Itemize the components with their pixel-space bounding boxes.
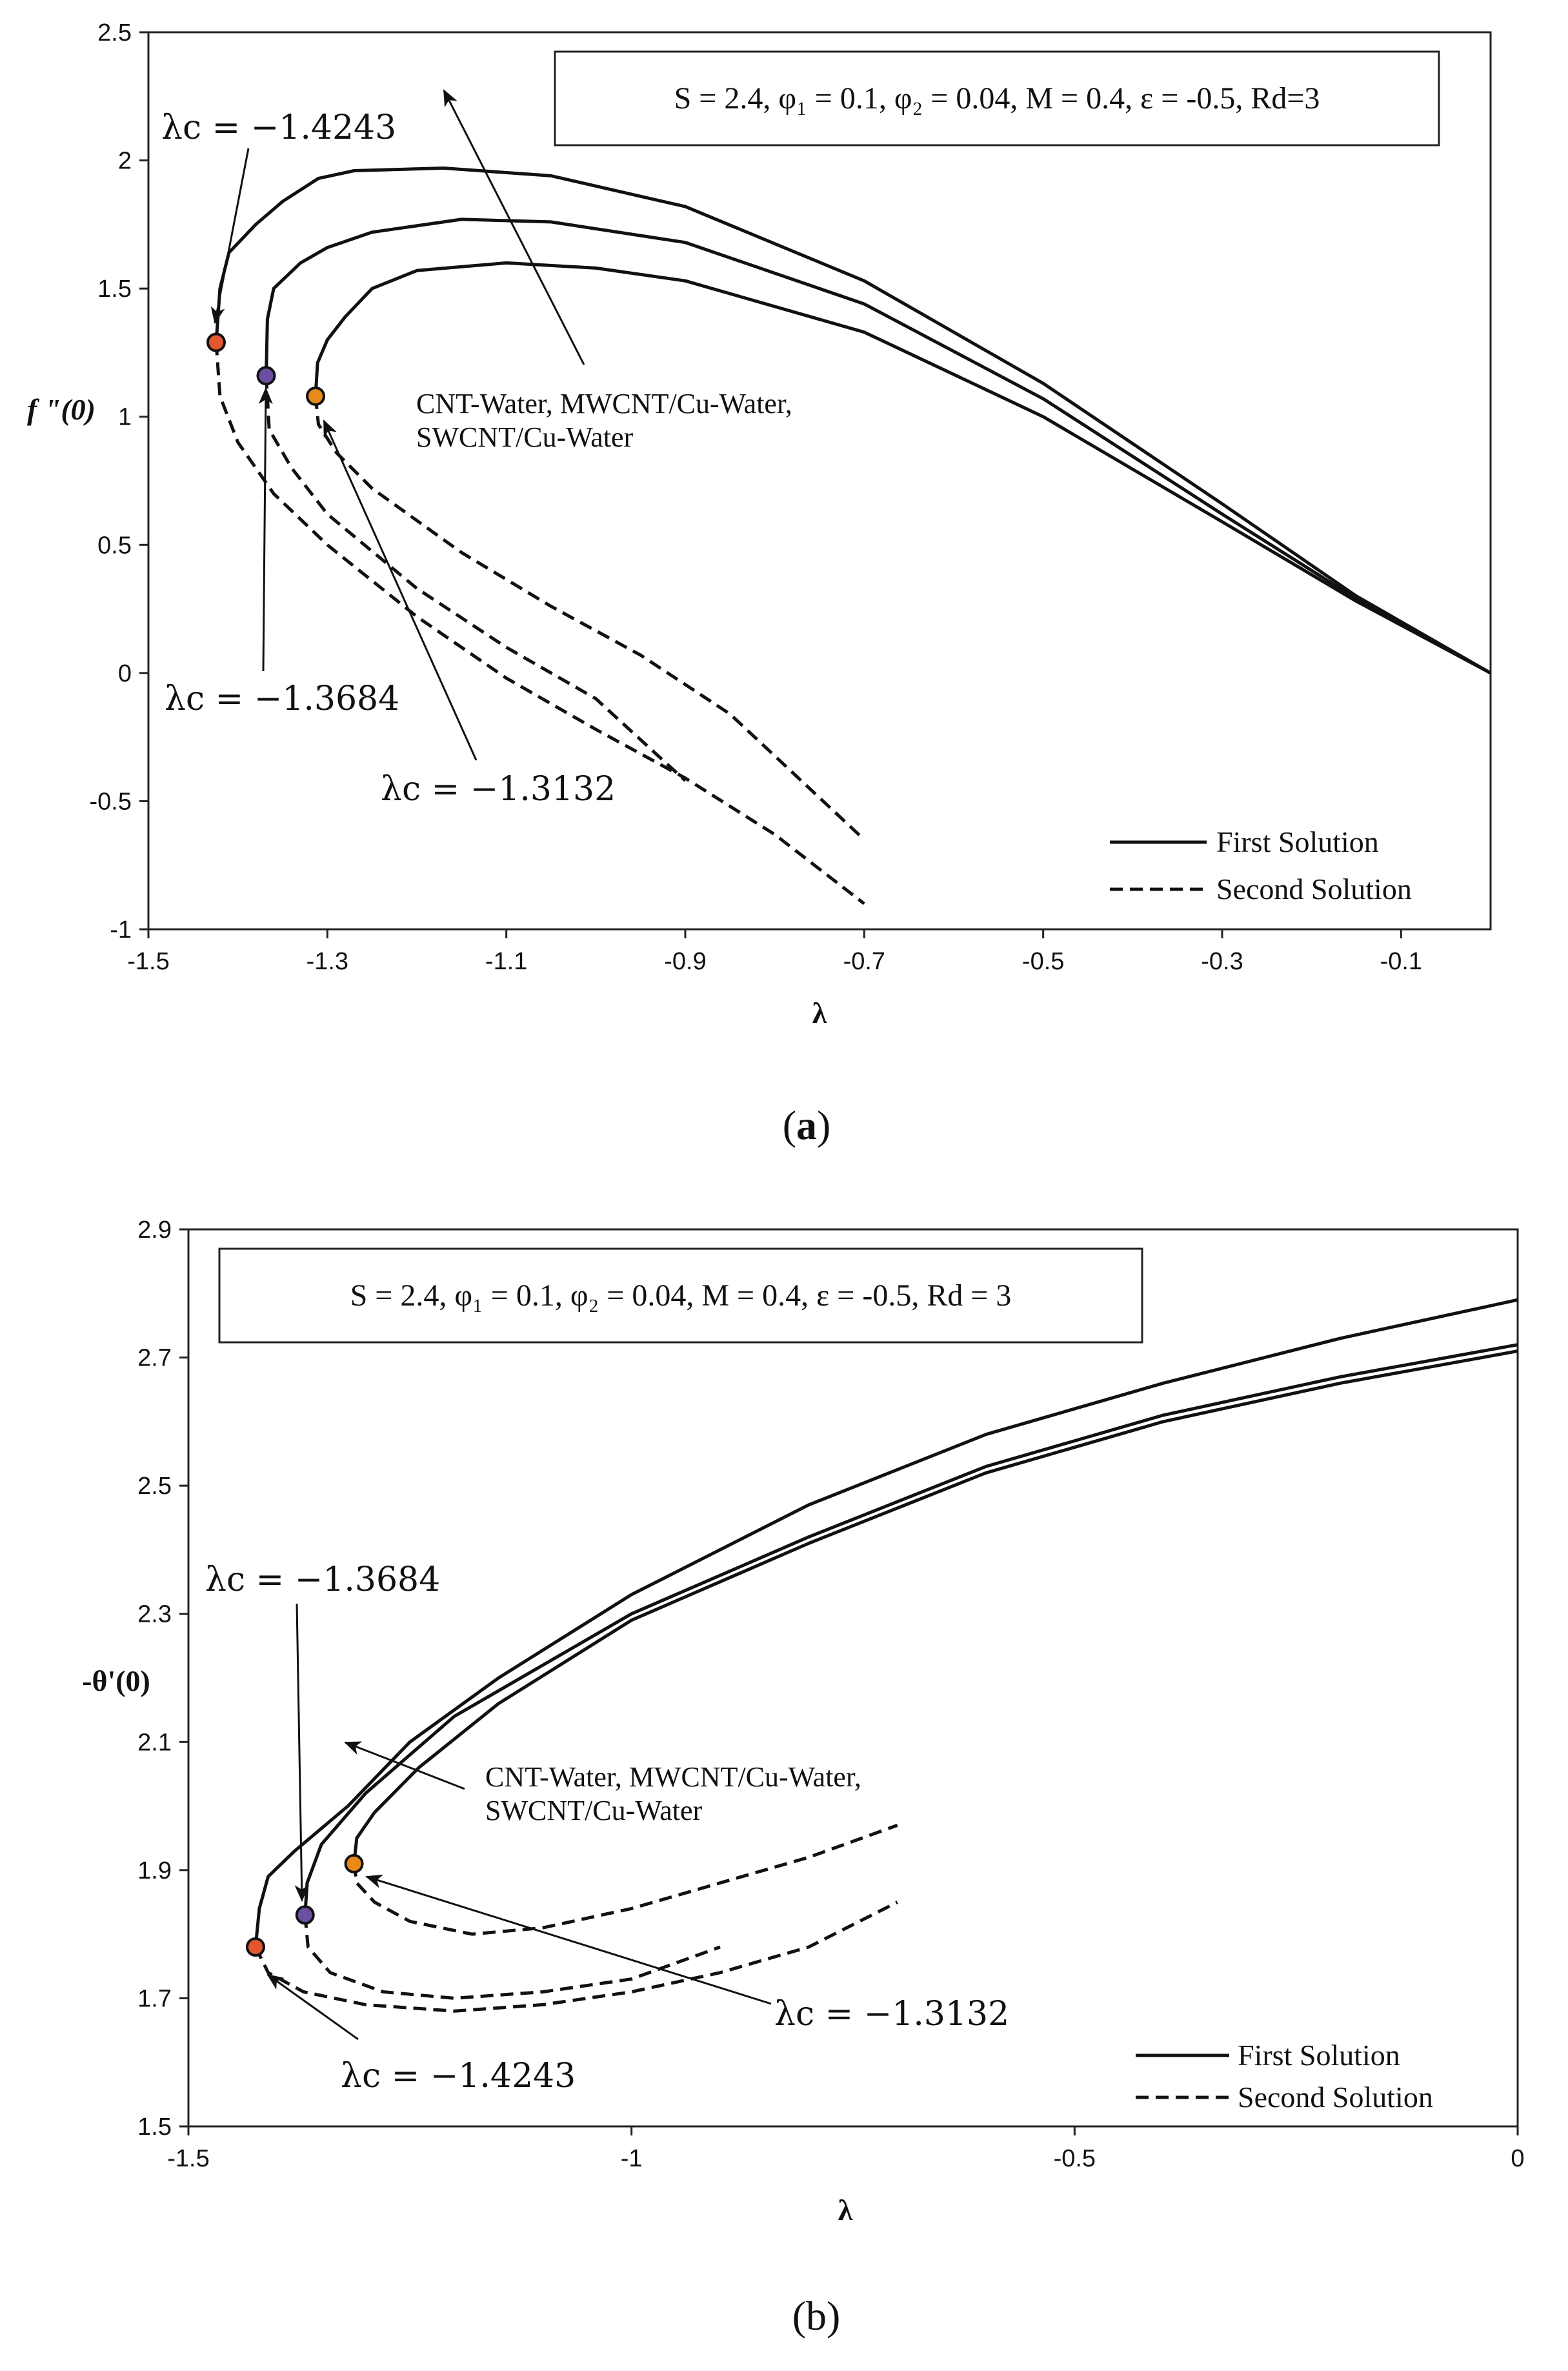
panel-b-second-solution-line-6 [352, 1824, 898, 1936]
panel-b-critical-arrow-2 [365, 1874, 772, 2005]
panel-b-x-axis-label: λ [838, 2194, 853, 2226]
panel-b-second-solution-line-4 [254, 1901, 898, 2013]
panel-a-fluids-arrow [443, 89, 585, 365]
panel-b-x-tick-label: -1 [621, 2145, 643, 2172]
panel-a-critical-label-1: λc = −1.4243 [161, 108, 396, 147]
panel-b-critical-arrow-1 [294, 1603, 309, 1902]
panel-b-param-box [218, 1247, 1143, 1344]
panel-b-critical-point-2 [295, 1905, 315, 1925]
panel-a-legend-second: Second Solution [1216, 873, 1412, 905]
panel-a-critical-points [206, 332, 326, 406]
panel-b-y-tick-label: 2.7 [137, 1345, 172, 1372]
panel-b-ticks: -1.5 -1 -0.5 0 1.5 1.7 1.9 2.1 2.3 2.5 2.7 2.9 [137, 1216, 1524, 2172]
panel-a-param-text: S = 2.4, φ₁ = 0.1, φ₂ = 0.04, M = 0.4, ε… [674, 81, 1320, 116]
panel-a-y-tick-label: 1.5 [97, 276, 132, 303]
panel-a-legend-first: First Solution [1216, 825, 1379, 858]
panel-b-plot-frame [187, 1228, 1519, 2128]
panel-a-y-tick-label: -1 [110, 916, 132, 943]
panel-b-caption: (b) [792, 2293, 841, 2339]
panel-a-x-tick-label: -1.3 [307, 948, 348, 975]
panel-a-x-tick-label: -0.3 [1201, 948, 1243, 975]
panel-b-first-solution-line-1 [254, 1298, 1518, 1948]
panel-a-x-tick-label: -0.1 [1380, 948, 1422, 975]
panel-a-series [214, 166, 1492, 905]
panel-a-critical-arrow-1 [210, 148, 250, 324]
panel-a-second-solution-line-5 [265, 376, 687, 782]
panel-b-y-tick-label: 1.5 [137, 2114, 172, 2141]
panel-a-y-tick-label: 0 [118, 660, 132, 687]
panel-a-caption-label: a [796, 1102, 817, 1148]
panel-a-ticks: -1.5 -1.3 -1.1 -0.9 -0.7 -0.5 -0.3 -0.1 -1 -0.5 0 0… [90, 19, 1423, 975]
panel-b-y-tick-label: 2.5 [137, 1473, 172, 1500]
panel-a-second-solution-line-4 [214, 342, 865, 905]
panel-a-critical-arrow-2 [258, 387, 273, 672]
panel-b-first-solution-line-3 [352, 1349, 1518, 1864]
panel-a-fluids-label-2: SWCNT/Cu-Water [416, 421, 634, 453]
panel-a-y-tick-label: 2.5 [97, 19, 132, 46]
panel-a-x-tick-label: -0.9 [664, 948, 706, 975]
panel-a-critical-point-3 [306, 386, 326, 406]
panel-b-legend-first: First Solution [1238, 2039, 1400, 2072]
panel-a-critical-label-3: λc = −1.3132 [381, 770, 616, 809]
panel-b-fluids-arrow [344, 1741, 465, 1790]
panel-b-y-tick-label: 2.3 [137, 1601, 172, 1628]
panel-a-first-solution-line-3 [314, 261, 1492, 675]
panel-b-critical-point-1 [245, 1937, 265, 1957]
panel-a-y-tick-label: 1 [118, 404, 132, 431]
panel-b-chart: -1.5 -1 -0.5 0 1.5 1.7 1.9 2.1 2.3 2.5 2.7 2.9 S = … [82, 1216, 1524, 2339]
panel-b-caption-label: b [806, 2293, 827, 2339]
panel-a-x-tick-label: -1.5 [127, 948, 169, 975]
panel-b-param-text: S = 2.4, φ₁ = 0.1, φ₂ = 0.04, M = 0.4, ε… [350, 1278, 1012, 1313]
panel-a-critical-label-2: λc = −1.3684 [165, 680, 399, 718]
panel-a-critical-point-1 [206, 332, 226, 352]
panel-b-y-tick-label: 1.9 [137, 1857, 172, 1884]
panel-b-x-tick-label: -0.5 [1054, 2145, 1096, 2172]
panel-a-chart: -1.5 -1.3 -1.1 -0.9 -0.7 -0.5 -0.3 -0.1 -1 -0.5 0 0… [27, 19, 1492, 1148]
panel-b-critical-label-3: λc = −1.4243 [341, 2057, 576, 2095]
panel-b-y-tick-label: 2.9 [137, 1216, 172, 1244]
panel-b-y-tick-label: 2.1 [137, 1729, 172, 1756]
panel-a-y-axis-label: f "(0) [27, 393, 95, 426]
panel-a-y-tick-label: 2 [118, 148, 132, 175]
panel-a-x-axis-label: λ [812, 996, 827, 1029]
panel-a-critical-arrow-3 [323, 419, 477, 761]
panel-a-first-solution-line-1 [214, 166, 1492, 675]
panel-b-fluids-label-1: CNT-Water, MWCNT/Cu-Water, [485, 1761, 861, 1793]
panel-b-first-solution-line-2 [303, 1343, 1518, 1915]
panel-b-x-tick-label: -1.5 [167, 2145, 209, 2172]
panel-b-critical-label-2: λc = −1.3132 [774, 1995, 1009, 2033]
panel-b-legend: First Solution Second Solution [1136, 2039, 1433, 2114]
panel-a-fluids-label-1: CNT-Water, MWCNT/Cu-Water, [416, 388, 792, 419]
panel-a-first-solution-line-2 [265, 217, 1492, 675]
panel-a-y-tick-label: -0.5 [90, 788, 132, 815]
panel-b-x-tick-label: 0 [1511, 2145, 1524, 2172]
panel-a-x-tick-label: -0.5 [1022, 948, 1064, 975]
panel-a-caption: (a) [783, 1102, 831, 1148]
panel-a-x-tick-label: -1.1 [485, 948, 527, 975]
panel-b-critical-label-1: λc = −1.3684 [205, 1560, 440, 1599]
panel-b-y-tick-label: 1.7 [137, 1985, 172, 2012]
panel-a-plot-frame [147, 31, 1492, 931]
panel-b-critical-points [245, 1853, 364, 1957]
panel-b-critical-point-3 [344, 1853, 364, 1873]
panel-a-critical-point-2 [256, 366, 276, 386]
panel-b-y-axis-label: -θ'(0) [82, 1664, 150, 1697]
panel-a-legend: First Solution Second Solution [1110, 825, 1412, 905]
panel-b-critical-arrow-3 [266, 1973, 359, 2041]
panel-b-fluids-label-2: SWCNT/Cu-Water [485, 1795, 703, 1826]
panel-a-second-solution-line-6 [314, 396, 866, 841]
panel-a-x-tick-label: -0.7 [843, 948, 885, 975]
panel-b-series [254, 1298, 1518, 2013]
panel-b-legend-second: Second Solution [1238, 2081, 1433, 2114]
panel-a-y-tick-label: 0.5 [97, 532, 132, 559]
panel-a-param-box [554, 50, 1440, 146]
